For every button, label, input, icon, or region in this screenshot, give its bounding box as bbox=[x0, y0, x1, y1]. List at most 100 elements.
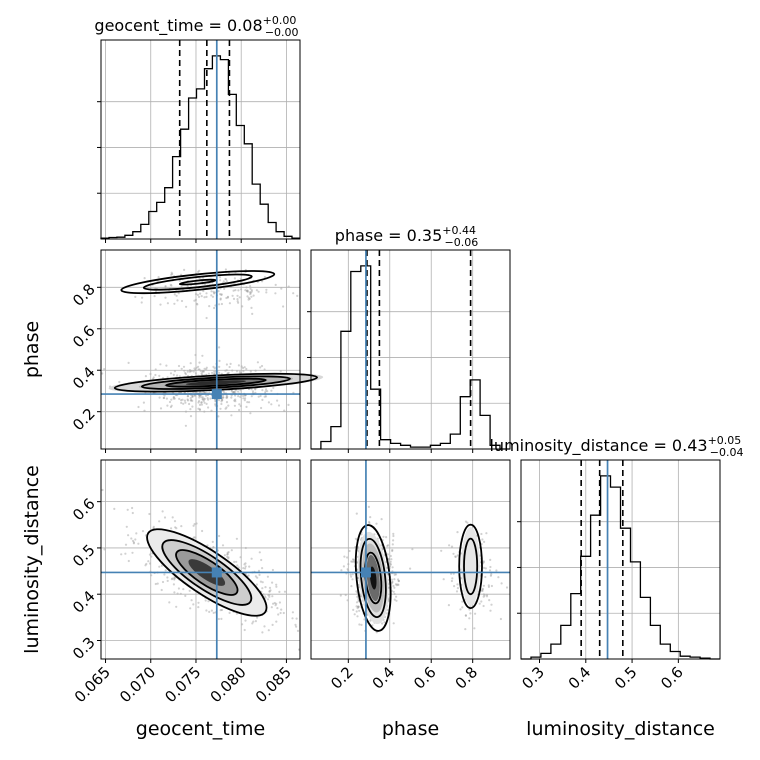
x-axis-label-phase: phase bbox=[382, 718, 439, 740]
sample-point bbox=[221, 544, 225, 547]
sample-point bbox=[249, 285, 252, 288]
sample-point bbox=[264, 595, 267, 598]
sample-point bbox=[390, 578, 393, 581]
sample-point bbox=[251, 312, 254, 315]
x-tick-label: 0.6 bbox=[410, 663, 440, 693]
sample-point bbox=[206, 397, 209, 400]
sample-point bbox=[197, 295, 201, 298]
sample-point bbox=[236, 294, 239, 297]
x-tick-label: 0.2 bbox=[327, 663, 357, 693]
sample-point bbox=[442, 578, 445, 581]
sample-point bbox=[385, 536, 388, 539]
sample-point bbox=[192, 524, 195, 527]
sample-point bbox=[200, 295, 203, 298]
sample-point bbox=[183, 399, 186, 402]
sample-point bbox=[451, 577, 454, 580]
sample-point bbox=[225, 278, 228, 281]
contour-line bbox=[463, 537, 479, 596]
sample-point bbox=[211, 295, 215, 298]
sample-point bbox=[175, 605, 178, 608]
sample-point bbox=[482, 561, 485, 564]
sample-point bbox=[101, 488, 104, 492]
sample-point bbox=[357, 600, 360, 603]
sample-point bbox=[166, 579, 169, 583]
sample-point bbox=[132, 542, 135, 545]
sample-point bbox=[394, 573, 398, 576]
sample-point bbox=[182, 365, 186, 368]
sample-point bbox=[244, 562, 247, 565]
x-tick-label: 0.4 bbox=[565, 663, 595, 693]
sample-point bbox=[488, 599, 491, 602]
sample-point bbox=[152, 525, 155, 529]
sample-point bbox=[448, 544, 451, 547]
y-tick-label: 0.8 bbox=[69, 280, 99, 310]
sample-point bbox=[276, 607, 279, 610]
sample-point bbox=[244, 619, 247, 622]
sample-point bbox=[261, 398, 264, 401]
sample-point bbox=[352, 608, 355, 612]
sample-point bbox=[488, 569, 492, 572]
sample-point bbox=[350, 575, 353, 578]
sample-point bbox=[356, 615, 359, 618]
sample-point bbox=[221, 399, 224, 402]
sample-point bbox=[466, 521, 469, 524]
sample-point bbox=[252, 294, 255, 297]
sample-point bbox=[132, 541, 135, 544]
sample-point bbox=[141, 530, 145, 533]
sample-point bbox=[160, 564, 163, 567]
sample-point bbox=[480, 600, 483, 603]
sample-point bbox=[250, 295, 253, 298]
sample-point bbox=[481, 588, 484, 591]
sample-point bbox=[260, 406, 263, 410]
sample-point bbox=[255, 583, 258, 586]
sample-point bbox=[212, 611, 215, 615]
sample-point bbox=[173, 591, 176, 594]
sample-point bbox=[291, 611, 294, 614]
sample-point bbox=[294, 623, 297, 626]
sample-point bbox=[230, 414, 233, 417]
sample-point bbox=[280, 287, 283, 290]
sample-point bbox=[203, 401, 206, 404]
sample-point bbox=[180, 525, 183, 528]
sample-point bbox=[157, 276, 160, 279]
sample-point bbox=[394, 583, 398, 586]
sample-point bbox=[177, 587, 180, 590]
sample-point bbox=[274, 292, 277, 295]
sample-point bbox=[217, 617, 220, 621]
sample-point bbox=[395, 599, 398, 602]
sample-point bbox=[468, 617, 471, 620]
sample-point bbox=[184, 424, 187, 427]
sample-point bbox=[265, 288, 268, 291]
sample-point bbox=[200, 396, 203, 399]
sample-point bbox=[172, 396, 175, 399]
sample-point bbox=[241, 305, 244, 308]
sample-point bbox=[453, 585, 456, 588]
x-tick-label: 0.4 bbox=[369, 663, 399, 693]
sample-point bbox=[270, 606, 273, 609]
sample-point bbox=[390, 558, 393, 561]
sample-point bbox=[207, 406, 210, 409]
sample-point bbox=[212, 365, 215, 368]
sample-point bbox=[456, 583, 459, 586]
sample-point bbox=[481, 538, 484, 541]
sample-point bbox=[204, 599, 207, 602]
sample-point bbox=[131, 539, 135, 543]
sample-point bbox=[203, 296, 206, 299]
sample-point bbox=[226, 295, 230, 298]
sample-point bbox=[259, 366, 262, 369]
sample-point bbox=[221, 398, 224, 402]
contour-line bbox=[354, 524, 392, 632]
sample-point bbox=[203, 367, 206, 370]
sample-point bbox=[206, 544, 209, 547]
sample-point bbox=[130, 537, 133, 540]
sample-point bbox=[371, 624, 374, 627]
sample-point bbox=[227, 371, 230, 374]
sample-point bbox=[251, 622, 254, 625]
sample-point bbox=[395, 584, 398, 587]
sample-point bbox=[127, 534, 130, 537]
sample-point bbox=[280, 608, 283, 611]
x-tick-label: 0.075 bbox=[161, 663, 204, 706]
sample-point bbox=[367, 505, 370, 508]
histogram-geocent_time bbox=[100, 55, 300, 239]
sample-point bbox=[223, 287, 226, 290]
